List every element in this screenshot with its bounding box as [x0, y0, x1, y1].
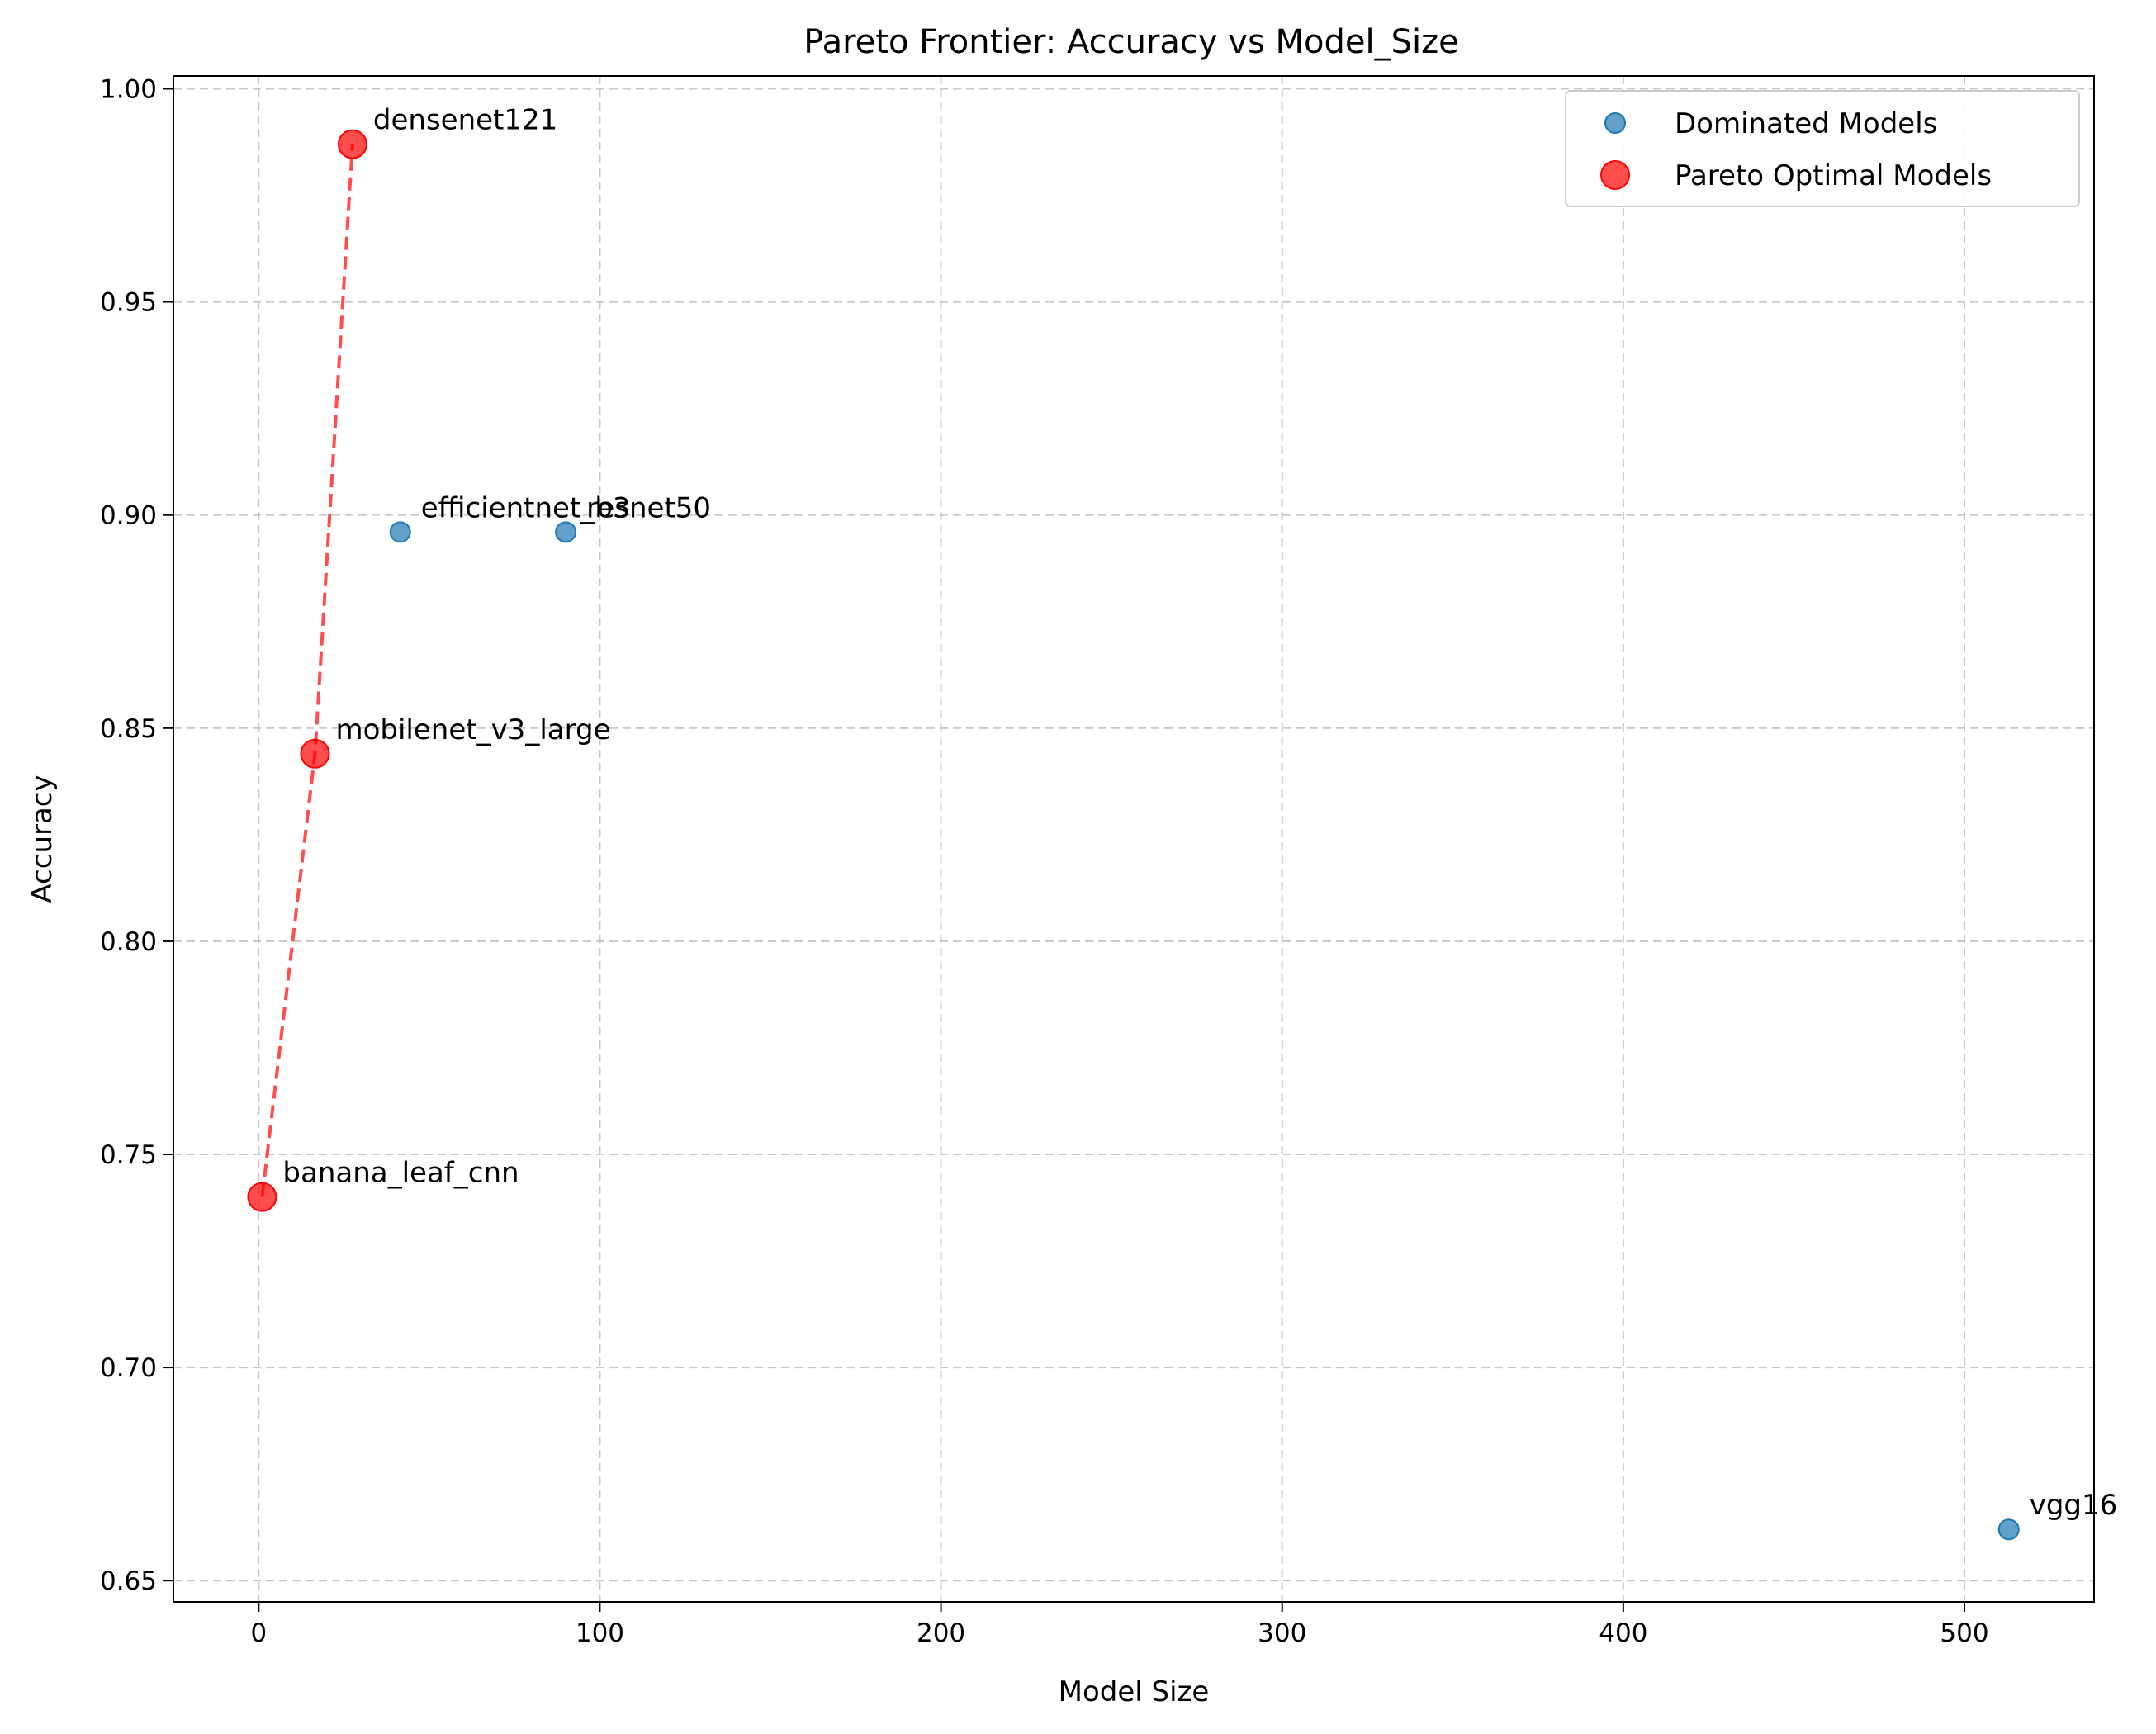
point-label: mobilenet_v3_large [335, 713, 610, 746]
pareto-point [247, 1182, 277, 1212]
y-tick-label: 0.65 [100, 1566, 157, 1596]
x-tick-label: 200 [917, 1618, 965, 1648]
legend-marker-pareto [1600, 160, 1630, 190]
y-axis-ticks: 0.65 0.70 0.75 0.80 0.85 0.90 0.95 1.00 [100, 74, 173, 1596]
data-points [247, 129, 2020, 1541]
x-axis-ticks: 0 100 200 300 400 500 [250, 1602, 1989, 1648]
dominated-point [1997, 1518, 2020, 1541]
legend-label-pareto: Pareto Optimal Models [1675, 159, 1992, 192]
x-axis-label: Model Size [1059, 1675, 1210, 1708]
plot-frame [173, 75, 2095, 1603]
chart-title: Pareto Frontier: Accuracy vs Model_Size [803, 23, 1458, 61]
legend: Dominated Models Pareto Optimal Models [1565, 90, 2080, 207]
x-tick-label: 0 [250, 1618, 267, 1648]
pareto-point [300, 738, 330, 769]
y-tick-label: 0.85 [100, 714, 157, 744]
x-tick-label: 500 [1940, 1618, 1988, 1648]
y-tick-label: 0.75 [100, 1140, 157, 1170]
point-label: densenet121 [373, 104, 557, 137]
y-tick-label: 1.00 [100, 74, 157, 104]
dominated-point [555, 521, 577, 543]
pareto-point [337, 129, 367, 159]
point-label: banana_leaf_cnn [282, 1157, 519, 1190]
point-label: resnet50 [586, 491, 711, 524]
point-label: vgg16 [2030, 1489, 2118, 1522]
grid [173, 76, 2094, 1602]
y-axis-label: Accuracy [26, 775, 59, 903]
y-tick-label: 0.70 [100, 1353, 157, 1383]
legend-label-dominated: Dominated Models [1675, 107, 1937, 140]
dominated-point [389, 521, 411, 543]
y-tick-label: 0.95 [100, 288, 157, 318]
y-tick-label: 0.90 [100, 501, 157, 531]
legend-marker-dominated [1604, 112, 1626, 134]
y-tick-label: 0.80 [100, 927, 157, 957]
x-tick-label: 300 [1258, 1618, 1306, 1648]
x-tick-label: 400 [1599, 1618, 1647, 1648]
legend-box [1565, 90, 2080, 207]
x-tick-label: 100 [576, 1618, 624, 1648]
point-label: efficientnet_b3 [421, 491, 631, 524]
